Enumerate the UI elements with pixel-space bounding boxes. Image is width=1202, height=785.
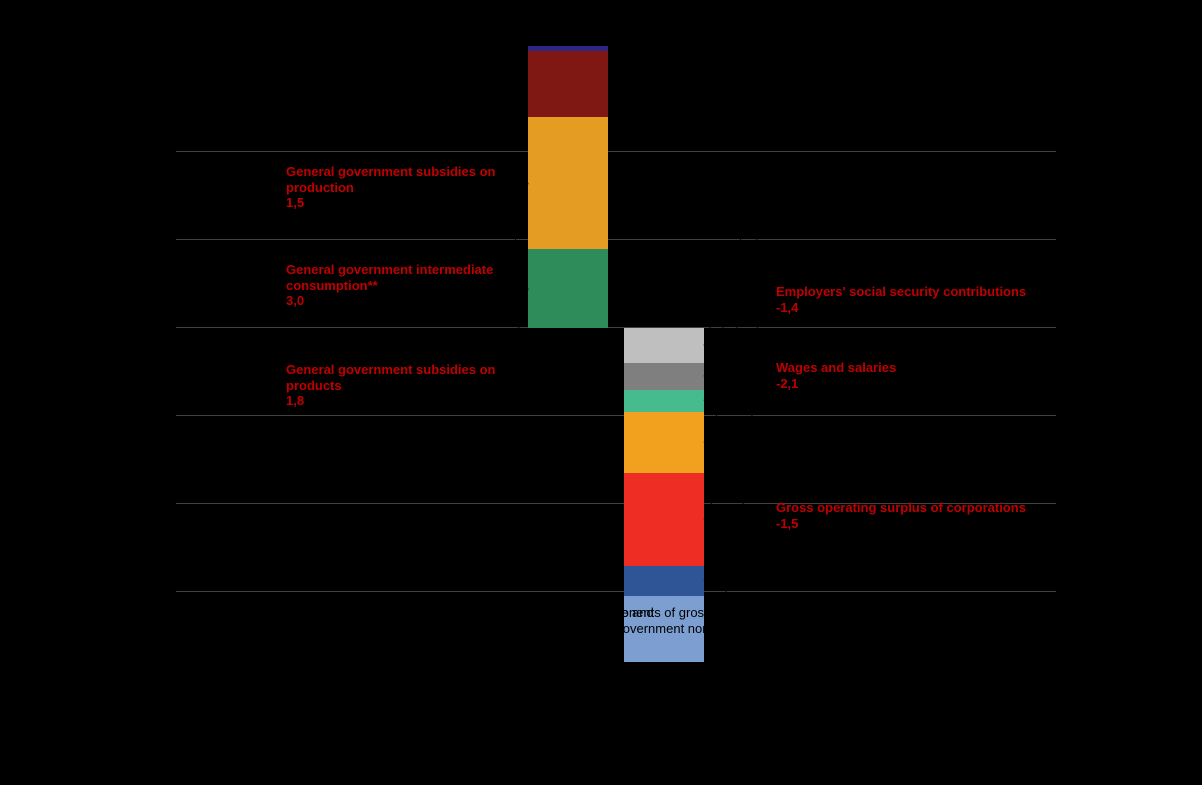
bar-segment-vat xyxy=(624,328,704,363)
ytick: 2,0 xyxy=(120,216,168,232)
bar-segment-cit xyxy=(624,363,704,389)
bar-segment-property_income xyxy=(624,390,704,412)
bar-segment-employers_ssc xyxy=(624,412,704,474)
data-label-intermediate_consumption: General government intermediate consumpt… xyxy=(286,262,511,309)
data-label-cit: Corporate income tax*-0,6 xyxy=(776,188,905,219)
left-stacked-bar xyxy=(528,152,608,592)
bar-segment-subsidies_production xyxy=(528,51,608,117)
ytick: -6,0 xyxy=(120,568,168,584)
gridline xyxy=(176,591,1056,592)
data-label-subsidies_production: General government subsidies on producti… xyxy=(286,164,511,211)
ytick: -4,0 xyxy=(120,480,168,496)
data-label-gos_corporations: Gross operating surplus of corporations-… xyxy=(776,500,1026,531)
bar-segment-subsidies_products xyxy=(528,249,608,328)
bar-segment-environmental_taxes xyxy=(528,46,608,50)
data-label-mixed_income: Mixed income-0,7 xyxy=(776,434,856,465)
ytick: 0,0 xyxy=(120,304,168,320)
gridline xyxy=(176,327,1056,328)
bar-segment-mixed_income xyxy=(624,566,704,597)
footnote: * adjusted for the effect of timing of t… xyxy=(64,701,1124,733)
data-label-environmental_taxes: Environmental taxes*0,1 xyxy=(286,102,409,133)
gridline xyxy=(176,415,1056,416)
x-label-right: Components of gross value added and gove… xyxy=(576,605,796,638)
bar-segment-intermediate_consumption xyxy=(528,117,608,249)
ytick: -2,0 xyxy=(120,392,168,408)
right-stacked-bar xyxy=(624,152,704,592)
data-label-vat: Value added tax*-0,8 xyxy=(776,136,874,167)
bar-segment-wages xyxy=(624,473,704,565)
data-label-employers_ssc: Employers' social security contributions… xyxy=(776,284,1026,315)
gridline xyxy=(176,151,1056,152)
data-label-subsidies_products: General government subsidies on products… xyxy=(286,362,511,409)
data-label-property_income: General government property income-0,5 xyxy=(776,238,991,269)
ytick: 4,0 xyxy=(120,128,168,144)
data-label-wages: Wages and salaries-2,1 xyxy=(776,360,896,391)
